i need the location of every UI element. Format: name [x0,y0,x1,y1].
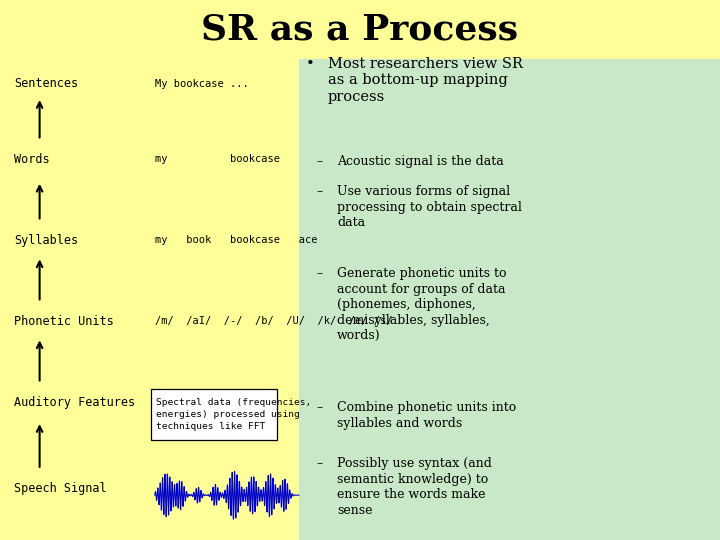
Text: –: – [317,155,323,168]
Text: –: – [317,185,323,198]
Text: Possibly use syntax (and
semantic knowledge) to
ensure the words make
sense: Possibly use syntax (and semantic knowle… [337,457,492,517]
Text: Syllables: Syllables [14,234,78,247]
Text: Phonetic Units: Phonetic Units [14,315,114,328]
Text: Use various forms of signal
processing to obtain spectral
data: Use various forms of signal processing t… [337,185,522,229]
Text: Acoustic signal is the data: Acoustic signal is the data [337,155,504,168]
Text: Words: Words [14,153,50,166]
Text: my          bookcase: my bookcase [155,154,280,164]
Bar [0,0,720,59]
Text: Generate phonetic units to
account for groups of data
(phonemes, diphones,
demis: Generate phonetic units to account for g… [337,267,506,342]
Text: my   book   bookcase   ace: my book bookcase ace [155,235,318,245]
Text: –: – [317,267,323,280]
Text: Most researchers view SR
as a bottom-up mapping
process: Most researchers view SR as a bottom-up … [328,57,523,104]
Text: Auditory Features: Auditory Features [14,396,135,409]
Text: My bookcase ...: My bookcase ... [155,79,248,89]
Text: SR as a Process: SR as a Process [202,13,518,46]
Bar [299,0,720,540]
Text: Speech Signal: Speech Signal [14,482,107,495]
Text: Sentences: Sentences [14,77,78,90]
Text: Combine phonetic units into
syllables and words: Combine phonetic units into syllables an… [337,401,516,430]
Text: /m/  /aI/  /-/  /b/  /U/  /k/  /e/ /s/: /m/ /aI/ /-/ /b/ /U/ /k/ /e/ /s/ [155,316,392,326]
Text: –: – [317,401,323,414]
Text: •: • [306,57,315,71]
Bar [151,389,277,440]
Text: Spectral data (frequencies,
energies) processed using
techniques like FFT: Spectral data (frequencies, energies) pr… [156,398,312,431]
Text: –: – [317,457,323,470]
